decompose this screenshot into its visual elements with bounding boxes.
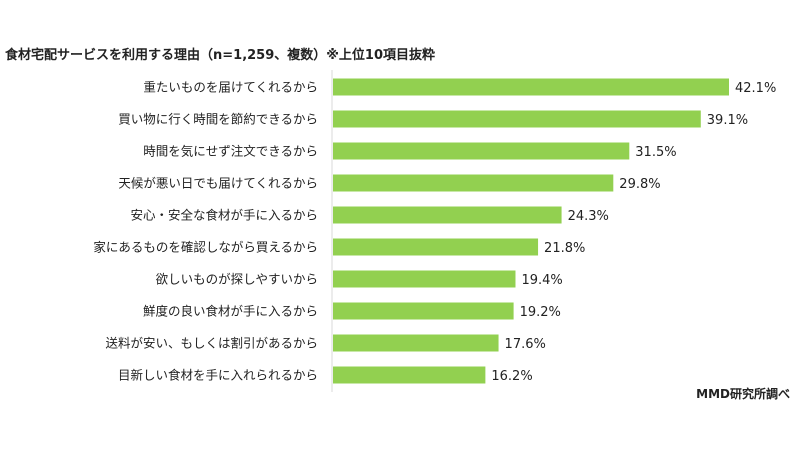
- category-label: 欲しいものが探しやすいから: [156, 272, 318, 287]
- bar: [333, 206, 562, 224]
- bar: [333, 302, 514, 320]
- bar: [333, 366, 486, 384]
- bar: [333, 142, 630, 160]
- value-label: 19.4%: [521, 273, 562, 288]
- category-label: 時間を気にせず注文できるから: [143, 144, 318, 159]
- category-label: 目新しい食材を手に入れられるから: [118, 368, 318, 383]
- value-label: 42.1%: [735, 81, 776, 96]
- category-label: 鮮度の良い食材が手に入るから: [143, 304, 318, 319]
- value-label: 16.2%: [491, 369, 532, 384]
- bar: [333, 78, 729, 96]
- category-label: 送料が安い、もしくは割引があるから: [105, 336, 318, 351]
- value-label: 31.5%: [635, 145, 676, 160]
- category-label: 家にあるものを確認しながら買えるから: [93, 240, 318, 255]
- value-label: 24.3%: [568, 209, 609, 224]
- value-label: 39.1%: [707, 113, 748, 128]
- bar: [333, 334, 499, 352]
- value-label: 21.8%: [544, 241, 585, 256]
- category-label: 安心・安全な食材が手に入るから: [130, 208, 318, 223]
- chart-title: 食材宅配サービスを利用する理由（n=1,259、複数）※上位10項目抜粋: [5, 48, 435, 63]
- value-label: 29.8%: [619, 177, 660, 192]
- value-label: 19.2%: [520, 305, 561, 320]
- bar: [333, 174, 614, 192]
- category-label: 買い物に行く時間を節約できるから: [118, 112, 318, 127]
- bar: [333, 270, 516, 288]
- source-credit: MMD研究所調べ: [696, 387, 790, 401]
- category-label: 重たいものを届けてくれるから: [143, 80, 318, 95]
- value-label: 17.6%: [505, 337, 546, 352]
- bar: [333, 110, 701, 128]
- bar: [333, 238, 539, 256]
- category-label: 天候が悪い日でも届けてくれるから: [118, 176, 318, 191]
